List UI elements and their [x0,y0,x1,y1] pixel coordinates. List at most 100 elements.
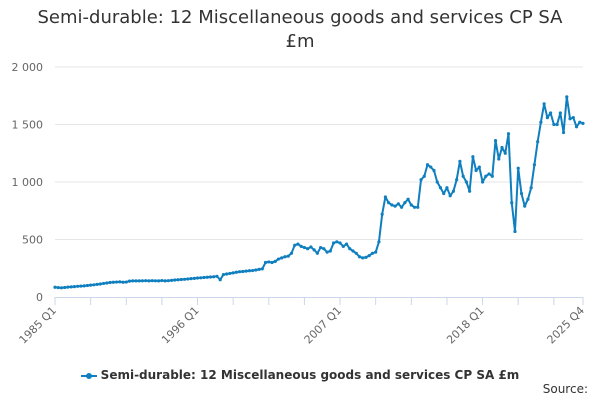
data-point[interactable] [390,203,394,207]
data-point[interactable] [205,275,209,279]
data-point[interactable] [458,159,462,163]
data-point[interactable] [63,285,67,290]
data-point[interactable] [464,180,468,184]
data-point[interactable] [247,269,251,273]
data-point[interactable] [322,247,326,251]
data-point[interactable] [118,280,122,284]
data-point[interactable] [561,130,566,135]
data-point[interactable] [108,280,112,285]
data-point[interactable] [503,151,507,155]
data-point[interactable] [581,121,585,125]
data-point[interactable] [425,163,430,167]
data-point[interactable] [85,283,89,288]
data-point[interactable] [474,168,478,173]
data-point[interactable] [79,284,83,288]
data-point[interactable] [263,260,268,265]
data-point[interactable] [380,212,384,216]
data-point[interactable] [312,248,316,252]
data-point[interactable] [166,279,170,283]
data-point[interactable] [286,254,290,258]
data-point[interactable] [176,278,180,282]
data-point[interactable] [571,116,575,120]
data-point[interactable] [448,194,452,198]
data-point[interactable] [296,242,300,246]
data-point[interactable] [484,174,488,178]
data-point[interactable] [299,244,303,248]
data-point[interactable] [409,203,413,207]
data-point[interactable] [170,278,174,282]
data-point[interactable] [403,201,407,205]
data-point[interactable] [351,249,355,253]
data-point[interactable] [367,254,371,258]
data-point[interactable] [471,155,475,159]
data-point[interactable] [293,243,297,247]
data-point[interactable] [127,279,132,283]
data-point[interactable] [461,174,465,178]
data-point[interactable] [574,125,579,129]
data-point[interactable] [487,172,491,176]
data-point[interactable] [435,180,439,184]
data-point[interactable] [506,132,511,136]
data-point[interactable] [254,268,258,272]
data-point[interactable] [244,269,248,273]
data-point[interactable] [361,256,365,260]
data-point[interactable] [92,283,96,287]
data-point[interactable] [270,260,274,265]
data-point[interactable] [477,165,481,169]
data-point[interactable] [98,282,102,286]
data-point[interactable] [173,278,177,282]
data-point[interactable] [545,116,549,120]
data-point[interactable] [480,180,485,184]
data-point[interactable] [202,275,206,280]
data-point[interactable] [490,174,494,178]
data-point[interactable] [95,282,99,286]
data-point[interactable] [72,285,77,289]
data-point[interactable] [328,249,332,253]
data-point[interactable] [306,247,310,251]
data-point[interactable] [199,276,203,280]
data-point[interactable] [221,272,226,277]
data-point[interactable] [513,229,517,234]
data-point[interactable] [539,120,543,124]
data-point[interactable] [53,285,57,289]
data-point[interactable] [348,247,352,251]
data-point[interactable] [56,285,60,290]
data-point[interactable] [105,281,109,285]
data-point[interactable] [387,201,391,205]
data-point[interactable] [160,278,164,283]
legend[interactable]: Semi-durable: 12 Miscellaneous goods and… [0,367,600,383]
data-point[interactable] [565,95,569,99]
data-point[interactable] [419,178,423,182]
data-point[interactable] [66,285,70,289]
data-point[interactable] [82,284,86,288]
data-point[interactable] [186,277,190,281]
data-point[interactable] [325,250,329,254]
data-point[interactable] [192,276,196,280]
data-point[interactable] [267,260,271,264]
data-point[interactable] [140,279,145,283]
data-point[interactable] [578,120,582,124]
data-point[interactable] [76,284,80,288]
data-point[interactable] [319,245,323,250]
data-point[interactable] [523,204,527,208]
data-point[interactable] [238,270,242,274]
data-point[interactable] [157,279,161,283]
data-point[interactable] [555,122,559,127]
data-point[interactable] [89,283,93,287]
data-point[interactable] [331,241,336,245]
data-point[interactable] [341,244,345,248]
data-point[interactable] [59,286,64,290]
data-point[interactable] [442,191,446,196]
data-point[interactable] [195,276,200,280]
data-point[interactable] [529,186,533,190]
data-point[interactable] [400,205,404,209]
data-point[interactable] [519,191,524,196]
data-point[interactable] [315,251,319,255]
data-point[interactable] [182,277,187,281]
data-point[interactable] [225,272,229,276]
data-point[interactable] [370,251,375,255]
data-point[interactable] [218,278,222,282]
data-point[interactable] [69,285,73,289]
data-point[interactable] [273,259,277,263]
data-point[interactable] [558,111,562,115]
